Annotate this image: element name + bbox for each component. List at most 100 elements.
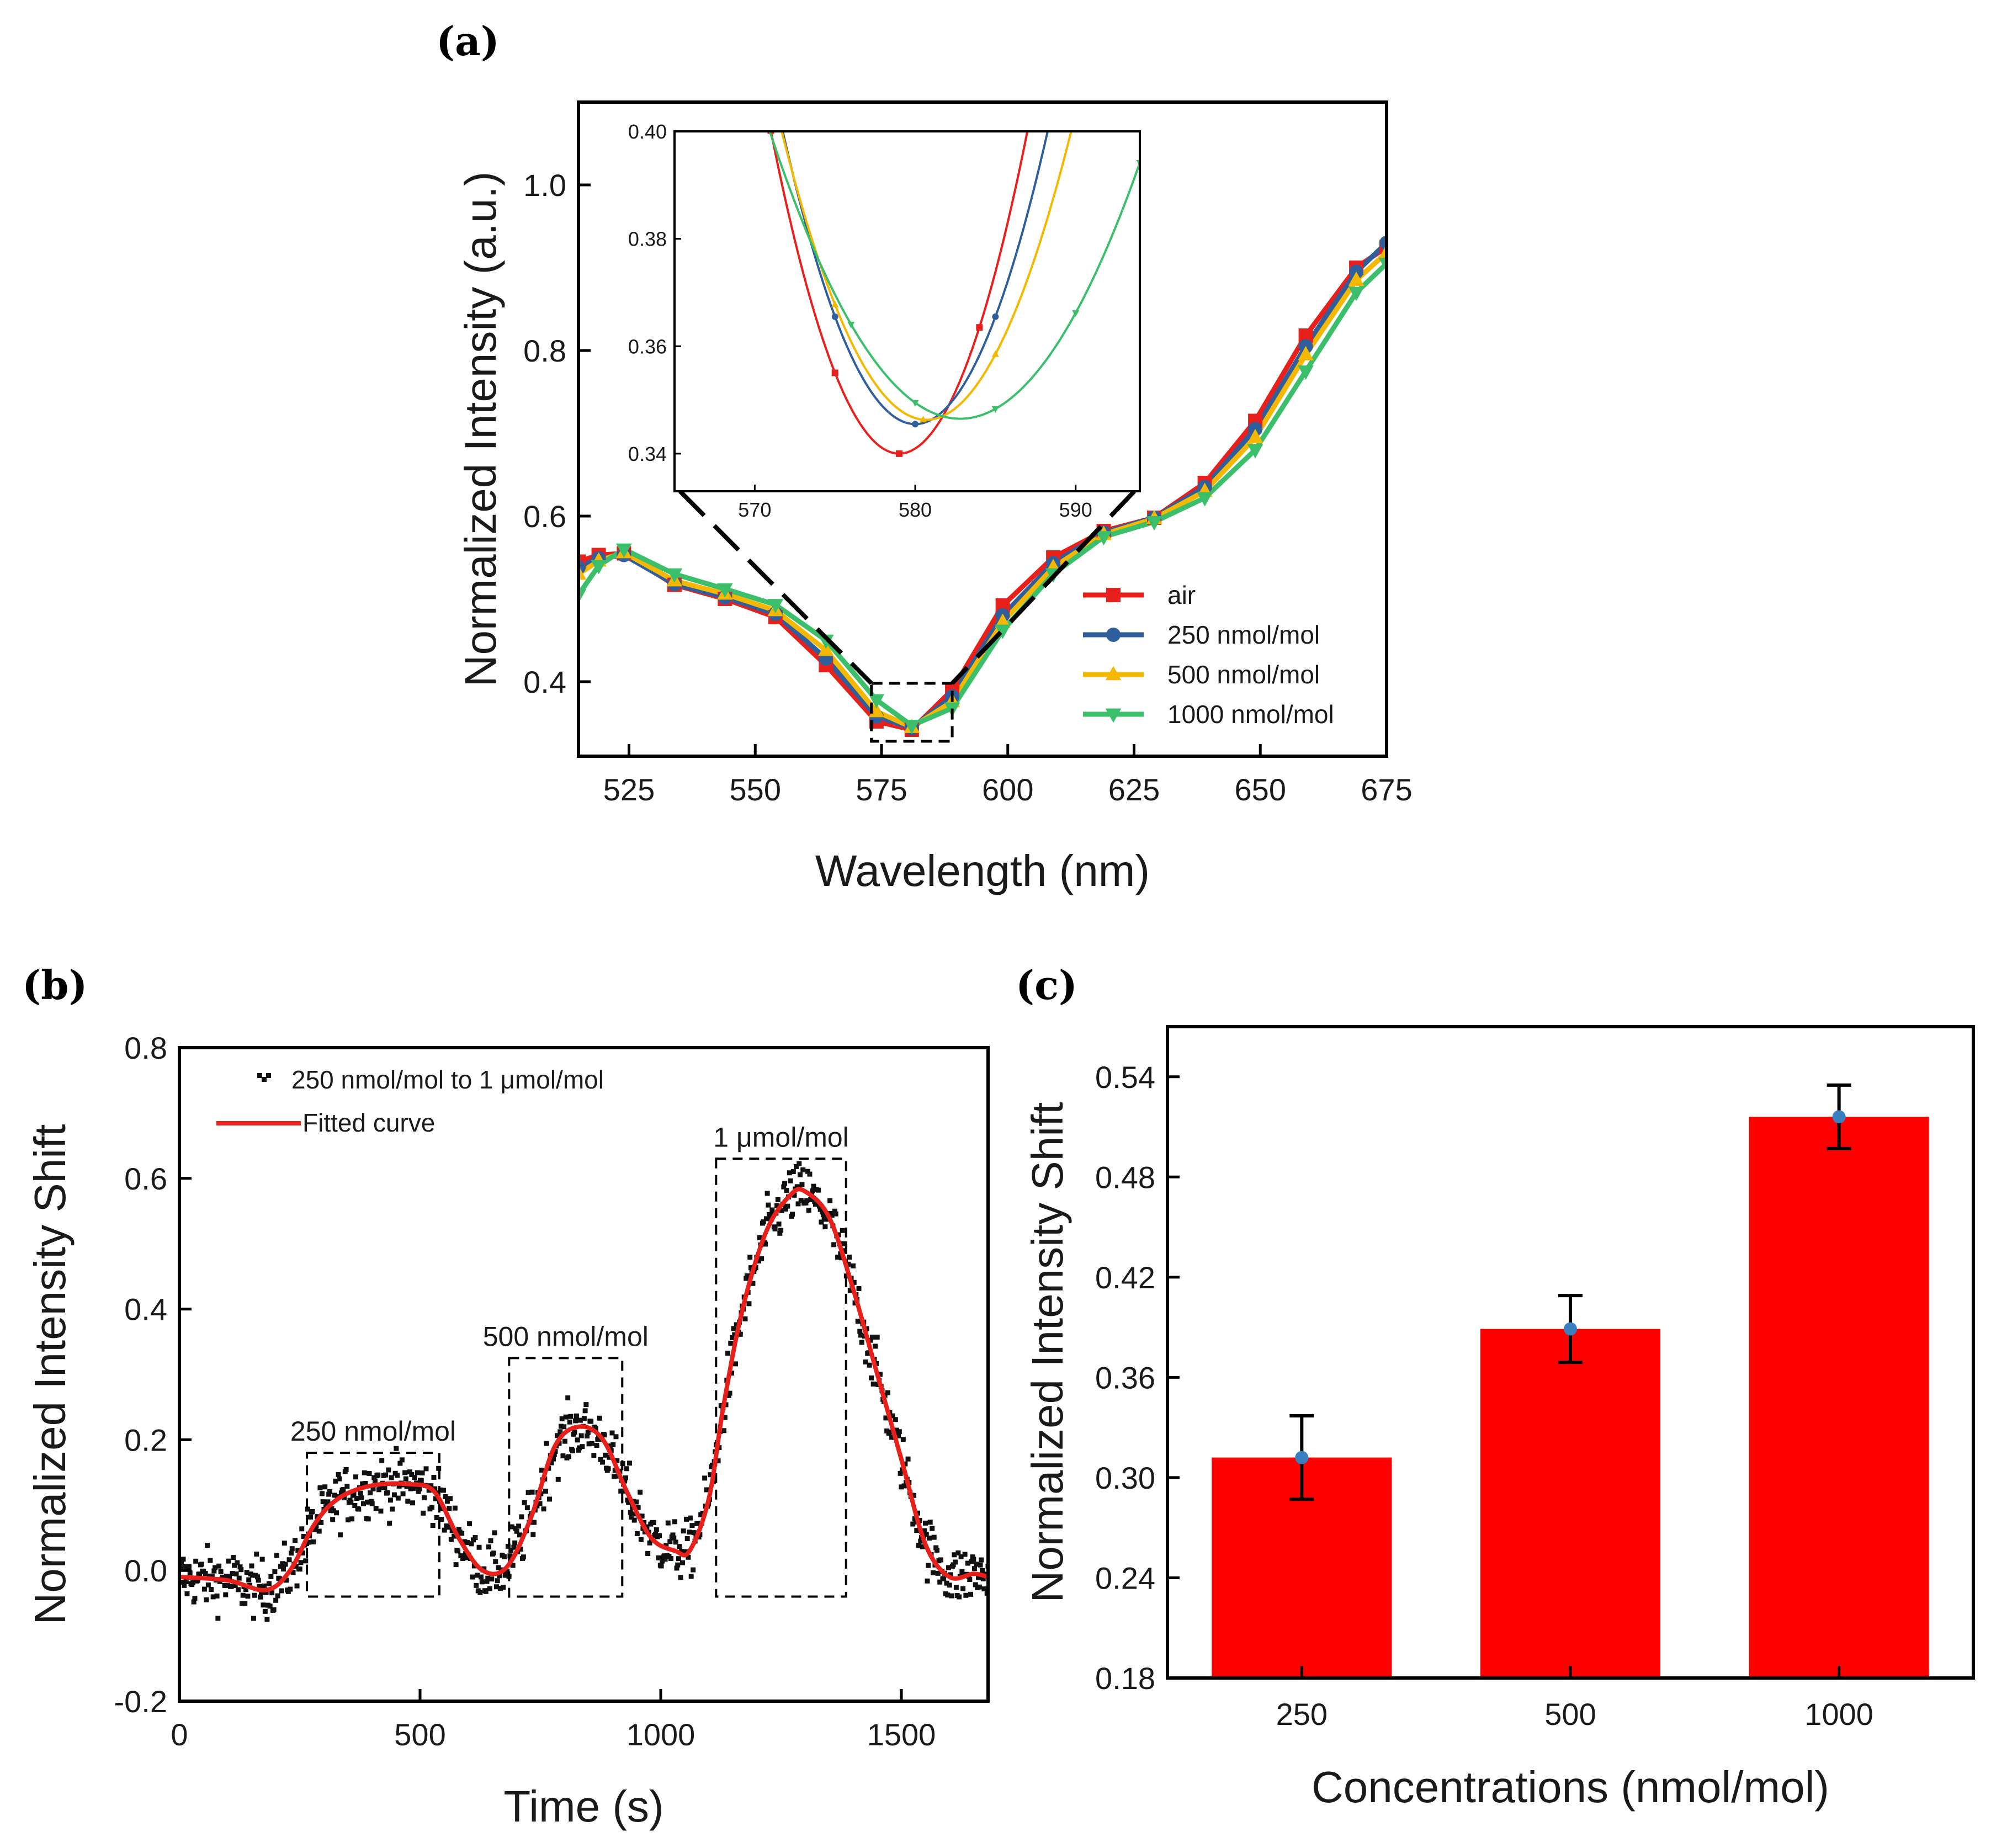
panel-b-scatter-point (258, 1594, 263, 1600)
panel-a-inset-marker-0-2 (895, 450, 902, 457)
panel-c-y-tick-label-4: 0.42 (1095, 1260, 1155, 1295)
panel-b-scatter-point (288, 1586, 293, 1592)
panel-b-scatter-point (549, 1460, 554, 1465)
panel-b-scatter-point (282, 1541, 287, 1546)
panel-b-scatter-point (896, 1429, 902, 1435)
panel-b-scatter-point (905, 1456, 911, 1462)
panel-b-scatter-point (448, 1496, 453, 1501)
panel-a-inset-border (673, 130, 1141, 492)
panel-a-marker-3-1 (591, 560, 607, 575)
panel-b-scatter-point (591, 1453, 597, 1458)
panel-b-scatter-point (842, 1241, 847, 1246)
panel-b-scatter-point (737, 1331, 743, 1337)
panel-b-scatter-point (583, 1402, 589, 1408)
panel-b-scatter-point (795, 1201, 801, 1207)
panel-b-scatter-point (179, 1564, 183, 1569)
panel-b-scatter-point (524, 1505, 530, 1511)
panel-b-scatter-point (679, 1560, 685, 1565)
panel-a-x-ticks: 525 550 575 600 625 650 675 (603, 744, 1413, 807)
panel-b-scatter-point (209, 1587, 214, 1592)
panel-b-scatter-point (214, 1593, 220, 1599)
panel-a-inset-marker-3-0 (847, 321, 855, 328)
panel-b-scatter-point (866, 1350, 871, 1356)
panel-b-scatter-point (236, 1587, 241, 1592)
panel-b-scatter-point (353, 1474, 359, 1480)
panel-b-scatter-point (362, 1470, 367, 1475)
panel-b-scatter-point (938, 1557, 943, 1563)
panel-b-fitted-curve (179, 1187, 988, 1593)
panel-b-scatter-point (558, 1429, 563, 1435)
panel-b-scatter-point (252, 1592, 257, 1598)
panel-b-scatter-point (742, 1316, 748, 1321)
panel-a-marker-3-2 (616, 543, 632, 558)
panel-b-scatter-point (889, 1435, 894, 1440)
panel-b-scatter-point (387, 1520, 392, 1526)
panel-b-scatter-point (316, 1528, 322, 1534)
panel-b-scatter-point (606, 1466, 611, 1472)
panel-b-scatter-point (869, 1375, 874, 1380)
panel-b-scatter-point (455, 1548, 461, 1554)
panel-b-scatter-point (947, 1583, 952, 1588)
panel-b-scatter-point (240, 1592, 246, 1598)
panel-b-scatter-point (684, 1536, 690, 1542)
panel-b-scatter-point (462, 1539, 468, 1544)
panel-b-legend: 250 nmol/mol to 1 μmol/mol Fitted curve (216, 1065, 604, 1137)
panel-a-inset-y-tick-label-2: 0.38 (628, 228, 667, 251)
panel-b-scatter-point (346, 1517, 351, 1523)
panel-b-scatter-point (222, 1583, 227, 1588)
panel-b-x-tick-label-0: 0 (171, 1717, 188, 1752)
panel-b-scatter-point (807, 1171, 813, 1177)
panel-a-legend-marker-3 (1105, 708, 1122, 723)
panel-b-scatter-point (869, 1334, 875, 1340)
panel-a-inset-y-tick-label-0: 0.34 (628, 443, 667, 465)
panel-b-scatter-point (612, 1474, 617, 1479)
panel-b-scatter-point (284, 1578, 289, 1583)
panel-a-inset-marker-3-1 (911, 400, 919, 407)
panel-b-scatter-point (263, 1590, 269, 1595)
panel-b-scatter-point (817, 1207, 823, 1212)
panel-b-scatter-point (497, 1586, 503, 1591)
panel-b-scatter-point (496, 1565, 501, 1570)
panel-a-label: (a) (436, 18, 500, 65)
panel-a-plot: 525 550 575 600 625 650 675 0.4 0.6 0.8 1.0 570 58… (456, 100, 1413, 895)
panel-b-scatter-point (539, 1467, 545, 1473)
panel-b-scatter-point (492, 1530, 497, 1536)
panel-b-scatter-point (206, 1573, 212, 1579)
panel-b-scatter-point (197, 1571, 203, 1577)
panel-b-scatter-point (444, 1499, 450, 1504)
panel-b-scatter-point (310, 1509, 315, 1514)
panel-b-scatter-point (746, 1301, 752, 1307)
panel-b-scatter-point (785, 1203, 790, 1209)
panel-b-scatter-point (334, 1510, 339, 1516)
panel-b-scatter-point (208, 1558, 213, 1563)
panel-b-scatter-point (750, 1281, 756, 1286)
panel-b-scatter-point (250, 1573, 256, 1578)
panel-b-scatter-point (209, 1573, 215, 1579)
panel-b-scatter-point (501, 1585, 506, 1590)
panel-b-scatter-point (589, 1441, 594, 1446)
panel-a-x-tick-label-4: 625 (1108, 772, 1160, 807)
panel-a-inset-marker-0-3 (976, 324, 983, 331)
panel-b-scatter-point (626, 1500, 631, 1505)
panel-b-scatter-point (957, 1594, 962, 1600)
panel-b-y-axis-title: Normalized Intensity Shift (25, 1124, 75, 1624)
panel-b-scatter-point (913, 1519, 918, 1525)
panel-b-scatter-point (391, 1492, 397, 1497)
panel-b-scatter-point (199, 1562, 204, 1567)
panel-b-scatter-point (769, 1207, 775, 1213)
panel-b-scatter-point (497, 1573, 502, 1579)
panel-b-scatter-point (297, 1566, 302, 1572)
panel-b-scatter-point (868, 1337, 873, 1343)
panel-b-scatter-point (708, 1472, 713, 1478)
panel-b-scatter-point (585, 1430, 591, 1435)
panel-b-scatter-point (679, 1548, 684, 1554)
panel-b-box-label-0: 250 nmol/mol (290, 1416, 456, 1447)
panel-b-scatter-point (428, 1483, 434, 1489)
panel-b-scatter-point (231, 1555, 236, 1560)
panel-b-scatter-point (269, 1590, 275, 1596)
panel-b-scatter-point (417, 1486, 422, 1491)
panel-b-scatter-point (244, 1569, 249, 1575)
panel-a-inset-x-tick-label-0: 570 (738, 498, 771, 521)
panel-c-x-axis-title: Concentrations (nmol/mol) (1312, 1762, 1829, 1812)
panel-b-scatter-point (856, 1286, 862, 1291)
